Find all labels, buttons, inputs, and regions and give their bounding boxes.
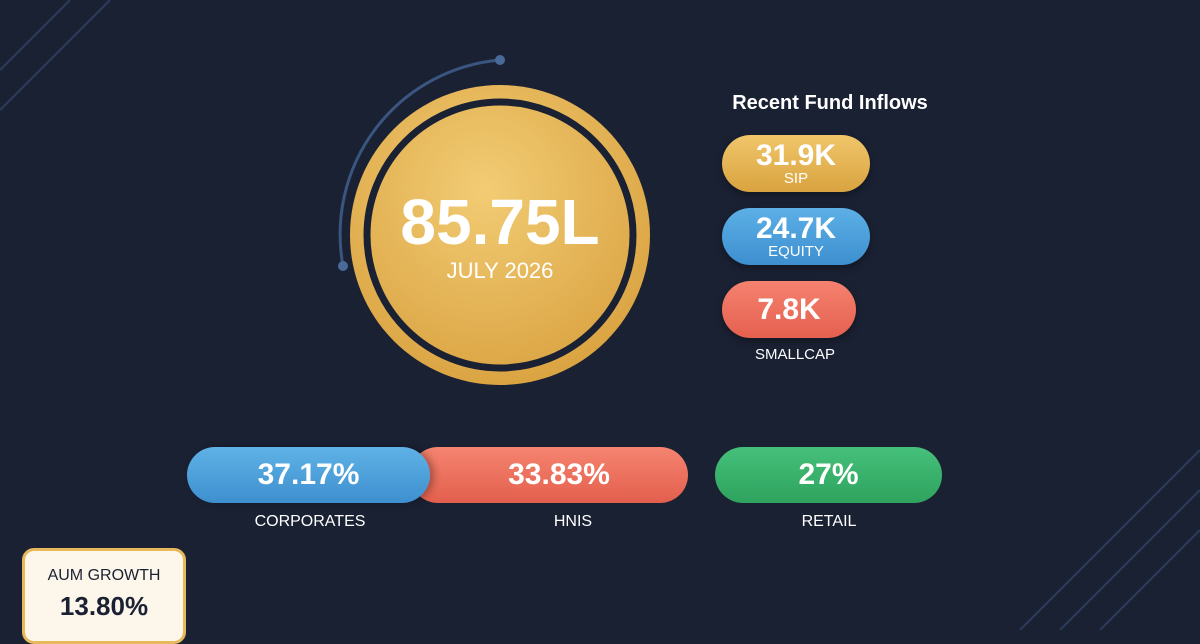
corner-lines bbox=[0, 0, 111, 111]
hero-value: 85.75L bbox=[400, 186, 600, 258]
growth-card: AUM GROWTH 13.80% bbox=[22, 548, 186, 644]
decoration bbox=[0, 0, 1200, 630]
split-label: HNIS bbox=[553, 513, 593, 530]
growth-value: 13.80% bbox=[59, 591, 149, 621]
split-bar: 27% bbox=[715, 447, 942, 503]
hero-date: JULY 2026 bbox=[446, 258, 554, 283]
inflow-pill: 31.9K SIP bbox=[722, 135, 870, 192]
split-value: 33.83% bbox=[508, 458, 610, 491]
split-value: 27% bbox=[798, 458, 859, 491]
inflows-title: Recent Fund Inflows bbox=[732, 92, 928, 114]
inflow-label: SMALLCAP bbox=[754, 346, 836, 363]
inflow-pill: 24.7K EQUITY bbox=[722, 208, 870, 265]
split-label: CORPORATES bbox=[254, 513, 366, 530]
inflow-value: 24.7K bbox=[755, 211, 837, 245]
arc-dot bbox=[338, 261, 348, 271]
inflow-label: EQUITY bbox=[768, 242, 824, 260]
inflow-value: 31.9K bbox=[755, 138, 837, 172]
hero-ring bbox=[363, 98, 637, 372]
growth-label: AUM GROWTH bbox=[47, 567, 161, 584]
hero-circle bbox=[350, 85, 650, 385]
arc-dot bbox=[495, 55, 505, 65]
split-value: 37.17% bbox=[257, 458, 360, 491]
split-bar: 33.83% bbox=[410, 447, 688, 503]
arc bbox=[338, 58, 501, 267]
inflow-label: SIP bbox=[783, 169, 809, 187]
split-bar: 37.17% bbox=[187, 447, 430, 503]
inflow-pill: 7.8K bbox=[722, 281, 856, 338]
inflow-value: 7.8K bbox=[757, 292, 821, 326]
corner-lines bbox=[1019, 449, 1200, 630]
split-label: RETAIL bbox=[801, 513, 857, 530]
